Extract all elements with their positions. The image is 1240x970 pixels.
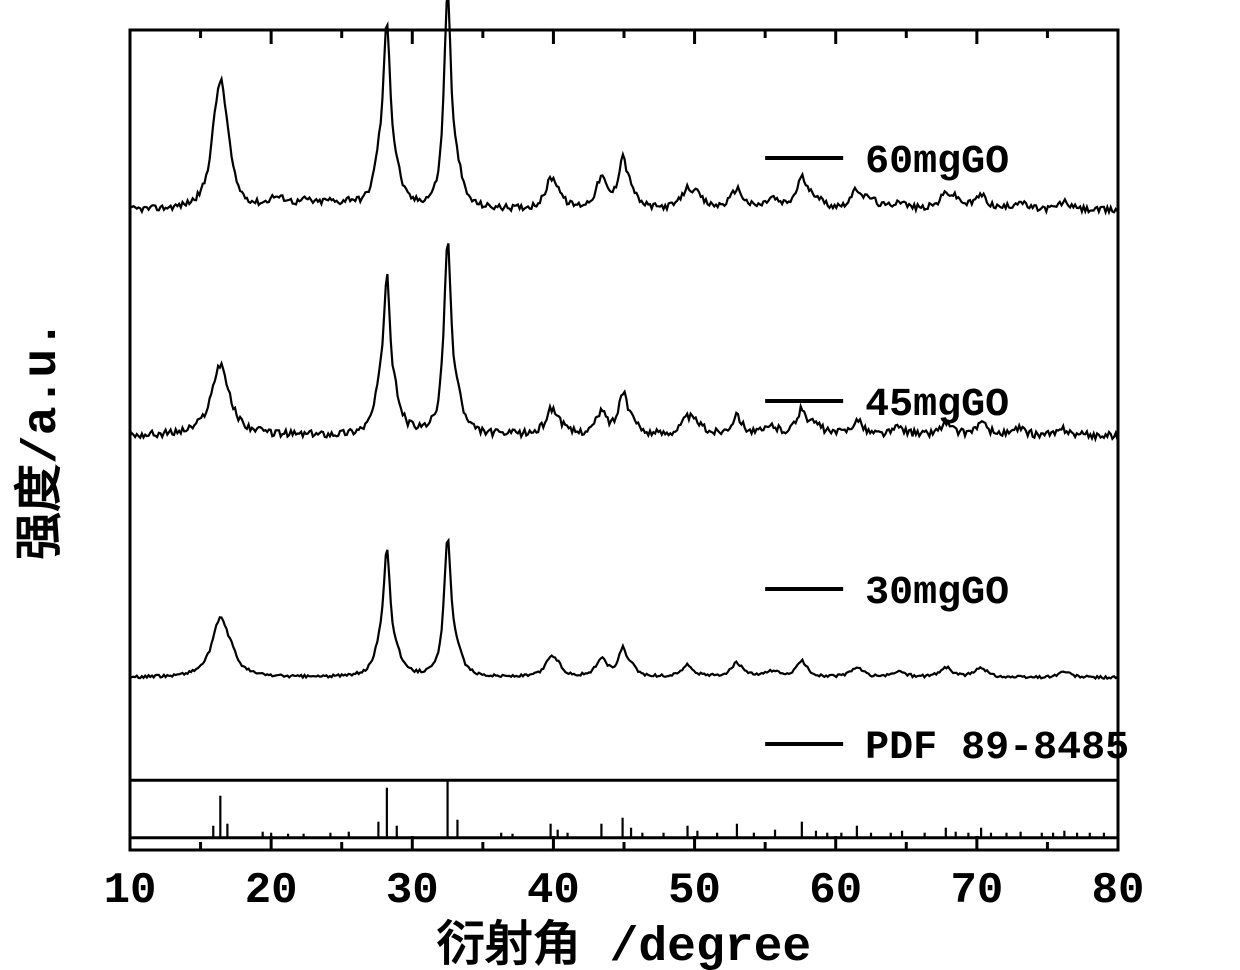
x-tick-label: 60 [809,866,862,916]
x-tick-label: 30 [386,866,439,916]
chart-svg: 10 20 30 40 50 60 70 80 衍射角 /degree 强度/a.u. 60mgGO… [0,0,1240,970]
legend-label: 30mgGO [865,571,1009,616]
x-tick-label: 10 [104,866,157,916]
x-axis-title: 衍射角 /degree [437,918,811,970]
x-tick-label: 40 [527,866,580,916]
x-tick-label: 70 [950,866,1003,916]
y-axis-title: 强度/a.u. [13,320,70,560]
x-tick-label: 50 [668,866,721,916]
x-tick-label: 80 [1092,866,1145,916]
legend-label: PDF 89-8485 [865,726,1129,771]
x-tick-label: 20 [245,866,298,916]
legend-label: 60mgGO [865,140,1009,185]
xrd-chart: 10 20 30 40 50 60 70 80 衍射角 /degree 强度/a.u. 60mgGO… [0,0,1240,970]
legend-label: 45mgGO [865,383,1009,428]
